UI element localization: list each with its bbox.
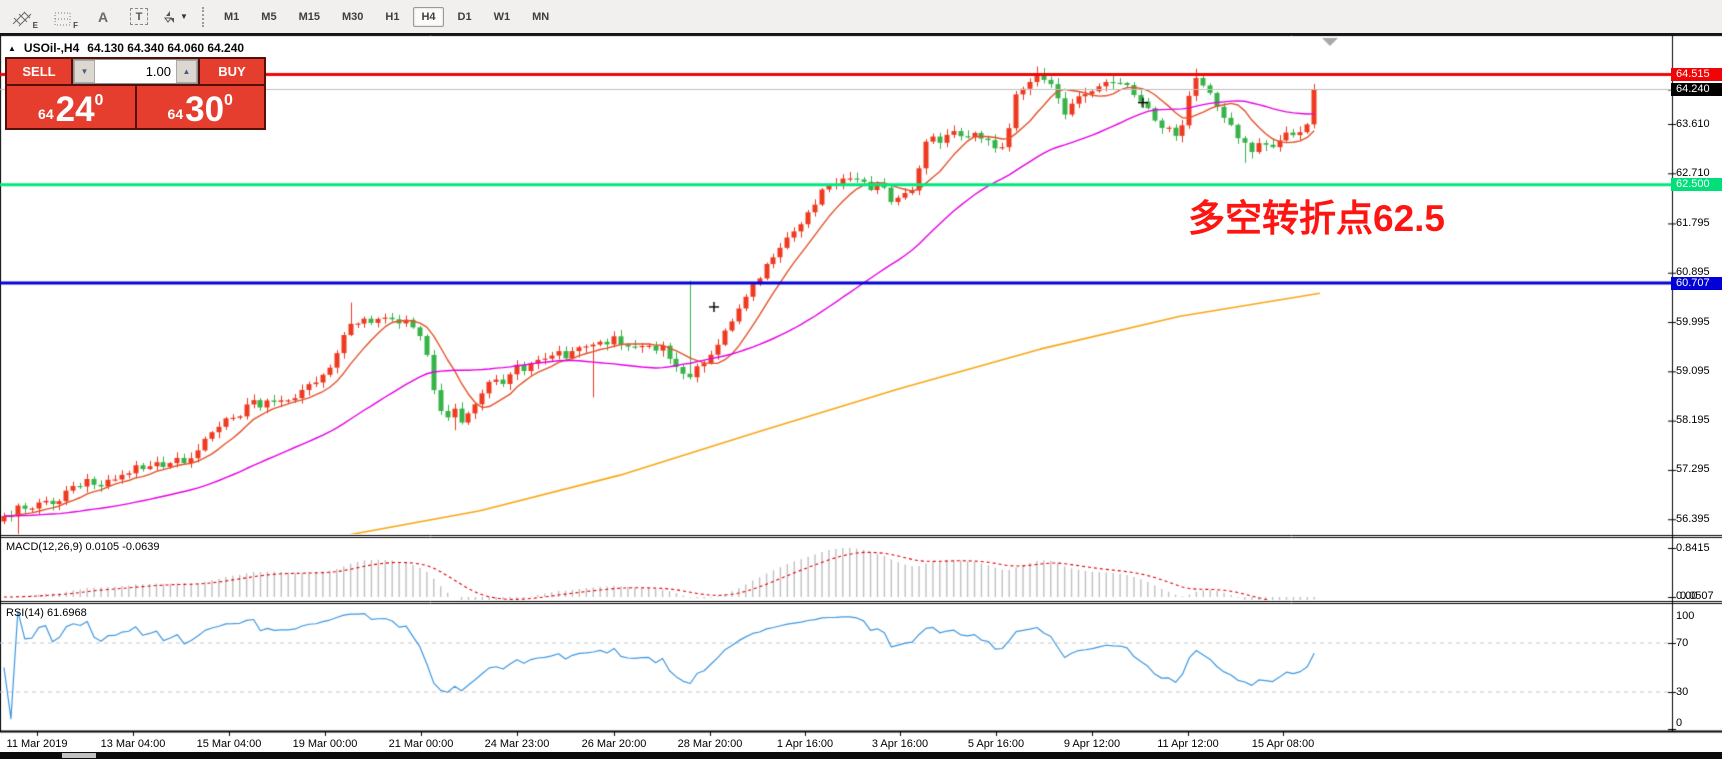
- time-label: 15 Mar 04:00: [196, 738, 262, 750]
- timeframe-d1[interactable]: D1: [457, 10, 472, 23]
- scrollbar-thumb[interactable]: [62, 753, 96, 758]
- rsi-level-30: 30: [1676, 686, 1689, 698]
- timeframe-buttons: M1 M5 M15 M30 H1 H4 D1 W1 MN: [216, 6, 557, 27]
- rsi-level-100: 100: [1676, 610, 1695, 622]
- time-label: 19 Mar 00:00: [292, 738, 358, 750]
- price-label-62.500: 62.500: [1671, 178, 1722, 192]
- time-label: 15 Apr 08:00: [1251, 738, 1315, 750]
- price-label-62.710: 62.710: [1676, 166, 1710, 179]
- symbol-label: USOil-,H4: [23, 41, 80, 55]
- time-label: 28 Mar 20:00: [677, 738, 743, 750]
- drawing-tools: E F A T ▼: [0, 6, 198, 30]
- toolbar-drag-handle[interactable]: [202, 6, 208, 27]
- chart-title: ▲ USOil-,H4 64.130 64.340 64.060 64.240: [8, 41, 244, 55]
- time-label: 24 Mar 23:00: [484, 738, 550, 750]
- fibonacci-icon[interactable]: F: [50, 6, 78, 30]
- dropdown-caret-icon[interactable]: ▼: [180, 12, 188, 21]
- time-label: 9 Apr 12:00: [1063, 738, 1121, 750]
- arrow-objects-icon[interactable]: ▼: [162, 6, 188, 28]
- time-label: 5 Apr 16:00: [967, 738, 1025, 750]
- price-label-60.707: 60.707: [1671, 276, 1722, 290]
- volume-increase-button[interactable]: ▲: [176, 60, 197, 83]
- macd-axis-max: 0.8415: [1676, 542, 1710, 554]
- time-label: 21 Mar 00:00: [388, 738, 454, 750]
- price-label-59.995: 59.995: [1676, 315, 1710, 328]
- timeframe-m1[interactable]: M1: [224, 10, 240, 23]
- one-click-trading-panel: SELL ▼ 1.00 ▲ BUY 64 24 0 64 30 0: [5, 57, 266, 130]
- time-label: 26 Mar 20:00: [581, 738, 647, 750]
- macd-axis-zero: 0.00: [1676, 590, 1698, 602]
- timeframe-m30[interactable]: M30: [341, 10, 364, 23]
- buy-price-button[interactable]: 64 30 0: [136, 86, 264, 128]
- sell-button[interactable]: SELL: [7, 59, 71, 84]
- sell-price-button[interactable]: 64 24 0: [7, 86, 135, 128]
- price-label-60.895: 60.895: [1676, 266, 1710, 279]
- volume-field[interactable]: 1.00: [95, 60, 176, 83]
- timeframe-h4[interactable]: H4: [413, 6, 444, 27]
- price-label-58.195: 58.195: [1676, 414, 1710, 427]
- price-label-56.395: 56.395: [1676, 512, 1710, 525]
- price-label-64.240: 64.240: [1671, 82, 1722, 96]
- timeframe-w1[interactable]: W1: [493, 10, 511, 23]
- price-label-59.095: 59.095: [1676, 364, 1710, 377]
- price-label-61.795: 61.795: [1676, 216, 1710, 229]
- time-label: 1 Apr 16:00: [776, 738, 834, 750]
- price-label-63.610: 63.610: [1676, 117, 1710, 130]
- text-tool-icon[interactable]: T: [130, 8, 148, 25]
- chinese-annotation: 多空转折点62.5: [1188, 198, 1446, 239]
- rsi-level-70: 70: [1676, 637, 1689, 649]
- equidistant-channel-icon[interactable]: E: [10, 6, 38, 30]
- time-label: 11 Apr 12:00: [1157, 738, 1219, 750]
- price-label-64.515: 64.515: [1671, 67, 1722, 81]
- ohlc-values: 64.130 64.340 64.060 64.240: [87, 41, 245, 55]
- volume-decrease-button[interactable]: ▼: [74, 60, 95, 83]
- macd-axis-current: 0.0507: [1680, 590, 1714, 602]
- macd-label: MACD(12,26,9) 0.0105 -0.0639: [6, 541, 160, 553]
- time-label: 11 Mar 2019: [6, 738, 68, 750]
- rsi-label: RSI(14) 61.6968: [6, 607, 87, 619]
- timeframe-mn[interactable]: MN: [532, 10, 550, 23]
- timeframe-h1[interactable]: H1: [385, 10, 400, 23]
- price-label-57.295: 57.295: [1676, 463, 1710, 476]
- timeframe-m5[interactable]: M5: [261, 10, 277, 23]
- buy-button[interactable]: BUY: [200, 59, 264, 84]
- timeframe-m15[interactable]: M15: [298, 10, 320, 23]
- time-label: 3 Apr 16:00: [871, 738, 929, 750]
- toolbar: E F A T ▼ M1 M5 M15 M30 H1 H4 D1 W1 MN: [0, 0, 1722, 35]
- horizontal-scrollbar[interactable]: [0, 752, 1722, 759]
- time-label: 13 Mar 04:00: [100, 738, 166, 750]
- volume-stepper: ▼ 1.00 ▲: [73, 59, 198, 84]
- collapse-triangle-icon[interactable]: ▲: [8, 43, 16, 53]
- text-label-icon[interactable]: A: [97, 8, 109, 25]
- rsi-level-0: 0: [1676, 717, 1683, 729]
